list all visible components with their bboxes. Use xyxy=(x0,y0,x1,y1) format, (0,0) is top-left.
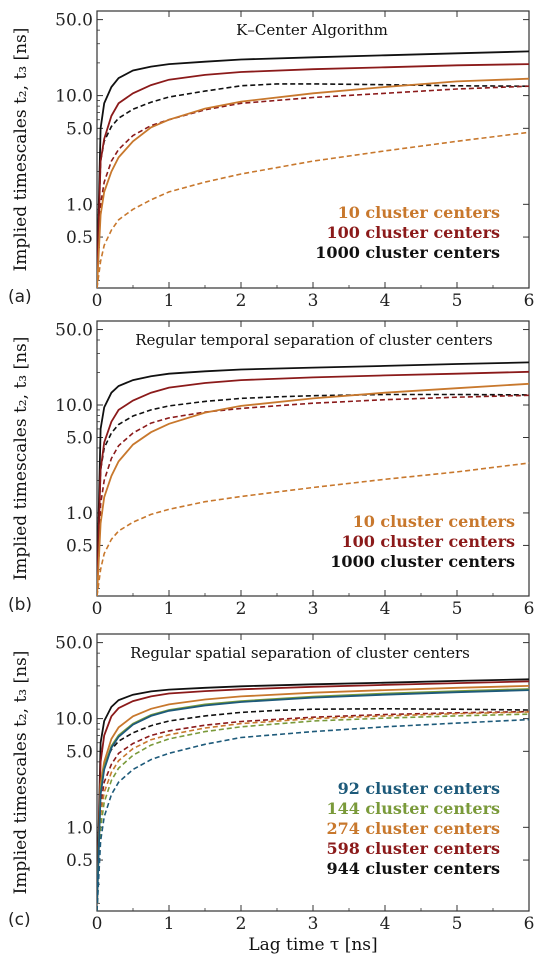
x-tick-label: 3 xyxy=(308,599,319,619)
y-tick-label: 5.0 xyxy=(66,742,93,762)
panel-title: Regular spatial separation of cluster ce… xyxy=(130,644,470,662)
series-group xyxy=(97,50,529,288)
x-tick-label: 2 xyxy=(236,914,247,934)
series-line-1 xyxy=(97,83,529,281)
y-tick-label: 0.5 xyxy=(66,536,93,556)
y-tick-label: 1.0 xyxy=(66,504,93,524)
series-line-8 xyxy=(97,689,529,904)
x-tick-label: 1 xyxy=(164,599,175,619)
series-line-5 xyxy=(97,462,529,596)
x-tick-label: 4 xyxy=(380,291,391,311)
y-tick-label: 50.0 xyxy=(55,11,93,31)
series-line-9 xyxy=(97,718,529,911)
x-tick-label: 3 xyxy=(308,291,319,311)
series-line-5 xyxy=(97,131,529,288)
series-line-3 xyxy=(97,710,529,911)
y-axis-label: Implied timescales t₂, t₃ [ns] xyxy=(11,28,31,272)
panel-b: 0 1 2 3 4 5 6 50.0 10.0 5.0 1.0 0.5 Regular temporal… xyxy=(8,320,535,619)
panel-c: 0 1 2 3 4 5 6 50.0 10.0 5.0 1.0 0.5 Regular spatial … xyxy=(8,633,535,955)
y-tick-label: 10.0 xyxy=(55,710,93,730)
y-tick-label: 0.5 xyxy=(66,851,93,871)
legend-entry: 92 cluster centers xyxy=(338,779,500,798)
legend-entry: 598 cluster centers xyxy=(326,839,500,858)
legend-entry: 100 cluster centers xyxy=(341,532,515,551)
x-tick-label: 2 xyxy=(236,599,247,619)
panel-letter: (b) xyxy=(8,595,32,615)
y-axis-label: Implied timescales t₂, t₃ [ns] xyxy=(11,337,31,581)
panel-a: 0 1 2 3 4 5 6 50.0 10.0 5.0 1.0 0.5 K–Center Algorit… xyxy=(8,10,535,311)
legend-entry: 274 cluster centers xyxy=(326,819,500,838)
y-tick-label: 1.0 xyxy=(66,818,93,838)
legend-entry: 1000 cluster centers xyxy=(315,243,500,262)
y-tick-label: 0.5 xyxy=(66,228,93,248)
x-axis-label: Lag time τ [ns] xyxy=(248,935,377,955)
series-line-1 xyxy=(97,393,529,589)
x-tick-label: 6 xyxy=(524,914,535,934)
panel-letter: (c) xyxy=(8,910,31,930)
series-group xyxy=(97,361,529,596)
y-axis-label: Implied timescales t₂, t₃ [ns] xyxy=(11,651,31,895)
series-line-4 xyxy=(97,382,529,596)
legend-entry: 1000 cluster centers xyxy=(330,552,515,571)
legend-entry: 944 cluster centers xyxy=(326,859,500,878)
series-line-2 xyxy=(97,680,529,904)
x-tick-label: 0 xyxy=(92,914,103,934)
legend-entry: 100 cluster centers xyxy=(326,223,500,242)
series-line-2 xyxy=(97,370,529,589)
x-tick-label: 6 xyxy=(524,599,535,619)
panel-letter: (a) xyxy=(8,287,32,307)
x-tick-label: 5 xyxy=(452,914,463,934)
series-line-7 xyxy=(97,713,529,911)
series-line-0 xyxy=(97,678,529,904)
y-tick-label: 50.0 xyxy=(55,321,93,341)
series-line-0 xyxy=(97,50,529,281)
series-line-5 xyxy=(97,711,529,911)
legend-entry: 144 cluster centers xyxy=(326,799,500,818)
x-tick-label: 4 xyxy=(380,914,391,934)
y-tick-label: 5.0 xyxy=(66,428,93,448)
x-tick-label: 3 xyxy=(308,914,319,934)
series-line-4 xyxy=(97,685,529,904)
x-tick-label: 4 xyxy=(380,599,391,619)
legend-entry: 10 cluster centers xyxy=(338,203,500,222)
legend-entry: 10 cluster centers xyxy=(353,512,515,531)
x-tick-label: 0 xyxy=(92,599,103,619)
x-tick-label: 6 xyxy=(524,291,535,311)
x-tick-label: 1 xyxy=(164,291,175,311)
series-line-0 xyxy=(97,361,529,589)
series-group xyxy=(97,678,529,911)
y-tick-label: 5.0 xyxy=(66,119,93,139)
panel-title: Regular temporal separation of cluster c… xyxy=(135,331,493,349)
series-line-4 xyxy=(97,77,529,288)
y-tick-label: 1.0 xyxy=(66,195,93,215)
y-tick-label: 10.0 xyxy=(55,87,93,107)
x-tick-label: 5 xyxy=(452,291,463,311)
y-tick-label: 50.0 xyxy=(55,634,93,654)
x-tick-label: 2 xyxy=(236,291,247,311)
series-line-2 xyxy=(97,63,529,281)
series-line-3 xyxy=(97,394,529,596)
x-tick-label: 0 xyxy=(92,291,103,311)
x-tick-label: 1 xyxy=(164,914,175,934)
y-tick-label: 10.0 xyxy=(55,396,93,416)
x-tick-label: 5 xyxy=(452,599,463,619)
panel-title: K–Center Algorithm xyxy=(236,21,388,39)
